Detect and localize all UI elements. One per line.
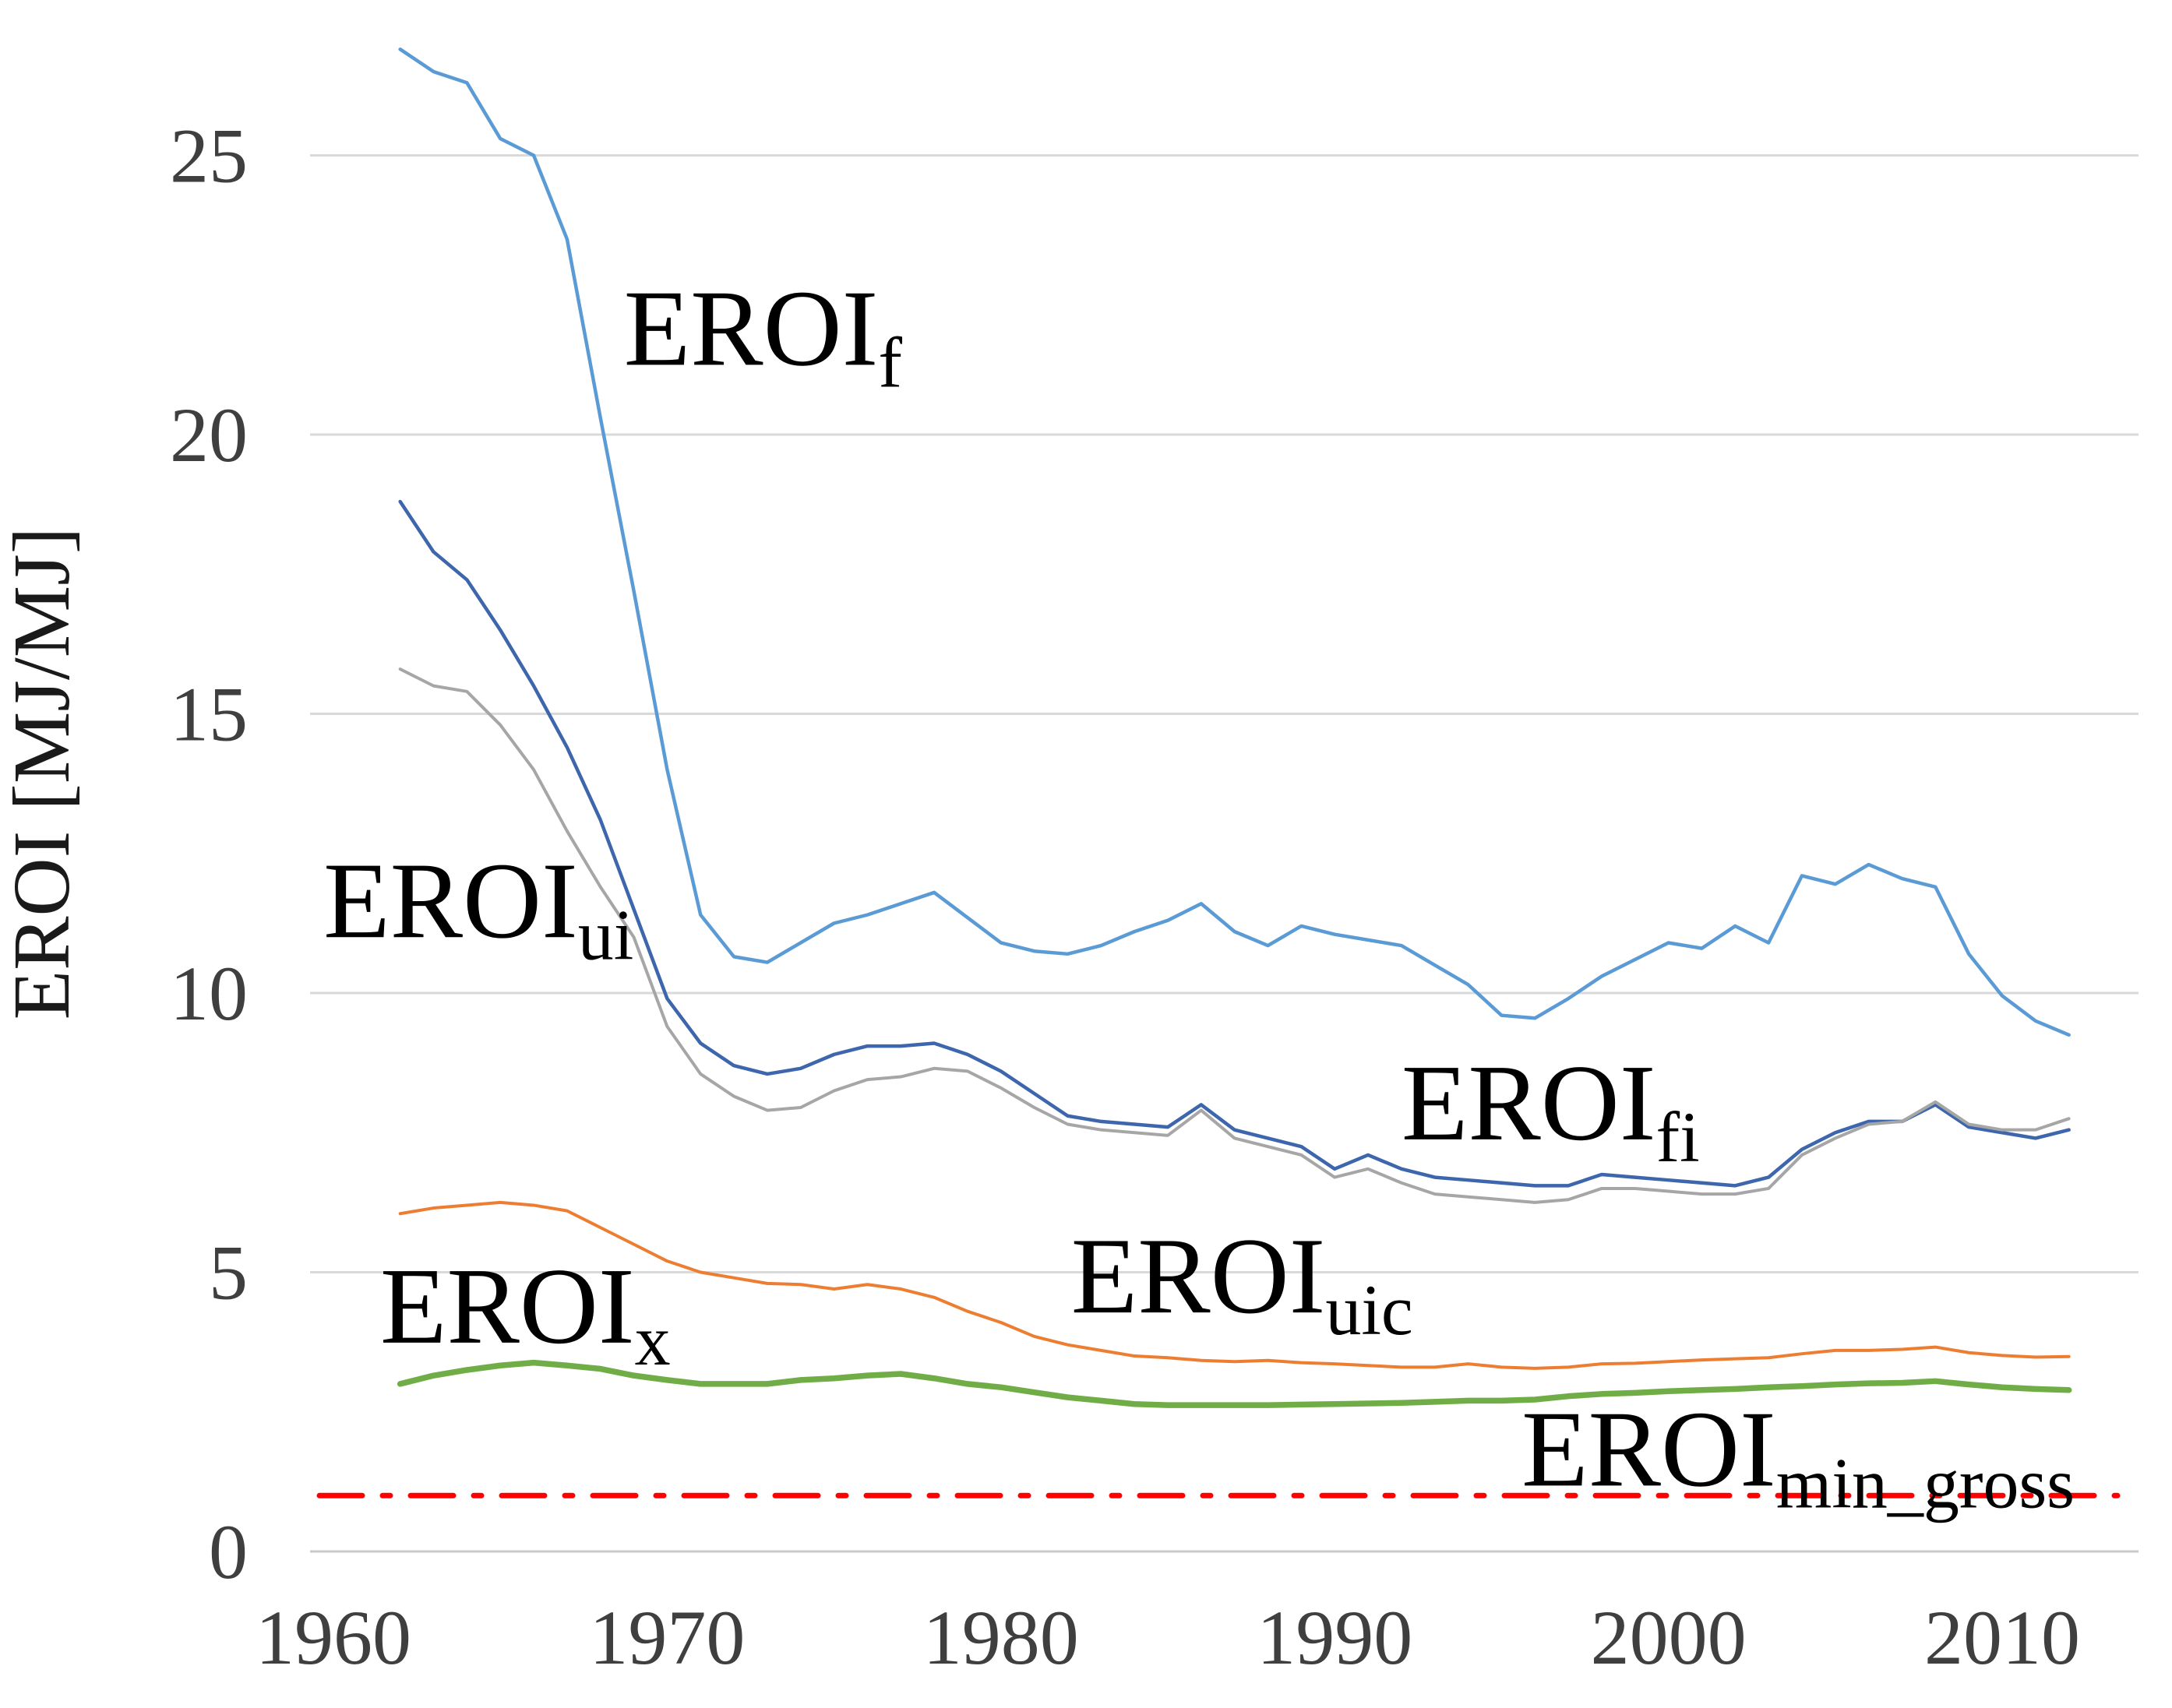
series-line-EROIfi — [398, 667, 2071, 1204]
series-line-EROIui — [398, 499, 2071, 1188]
x-tick-label-1990: 1990 — [1257, 1594, 1412, 1681]
series-label-EROIui: EROIui — [323, 840, 633, 974]
x-tick-label-1970: 1970 — [589, 1594, 745, 1681]
series-line-EROIf — [398, 48, 2071, 1037]
y-tick-label-20: 20 — [170, 392, 248, 478]
series-line-EROIuic — [398, 1200, 2071, 1370]
series-label-EROImin_gross: EROImin_gross — [1521, 1389, 2075, 1523]
y-tick-label-10: 10 — [170, 950, 248, 1037]
x-tick-label-1960: 1960 — [256, 1594, 411, 1681]
x-tick-label-2010: 2010 — [1924, 1594, 2080, 1681]
series-line-EROIx — [397, 1359, 2072, 1408]
x-tick-label-2000: 2000 — [1591, 1594, 1747, 1681]
x-axis-tick-labels: 1960 1970 1980 1990 2000 2010 — [256, 1594, 2080, 1681]
series-label-EROIfi: EROIfi — [1402, 1043, 1700, 1177]
y-axis-tick-labels: 0 5 10 15 20 25 — [170, 113, 248, 1596]
gridlines — [310, 154, 2139, 1553]
y-axis-title: EROI [MJ/MJ] — [0, 527, 86, 1020]
y-tick-label-25: 25 — [170, 113, 248, 199]
y-tick-label-5: 5 — [209, 1230, 248, 1316]
series-label-EROIuic: EROIuic — [1071, 1216, 1413, 1350]
series-annotations: EROIf EROIui EROIfi EROIuic EROIx EROImin_gro… — [323, 268, 2075, 1523]
series-label-EROIx: EROIx — [380, 1246, 671, 1380]
x-tick-label-1980: 1980 — [923, 1594, 1079, 1681]
y-tick-label-15: 15 — [170, 671, 248, 758]
series-lines — [316, 48, 2121, 1498]
series-label-EROIf: EROIf — [624, 268, 903, 402]
y-tick-label-0: 0 — [209, 1509, 248, 1595]
